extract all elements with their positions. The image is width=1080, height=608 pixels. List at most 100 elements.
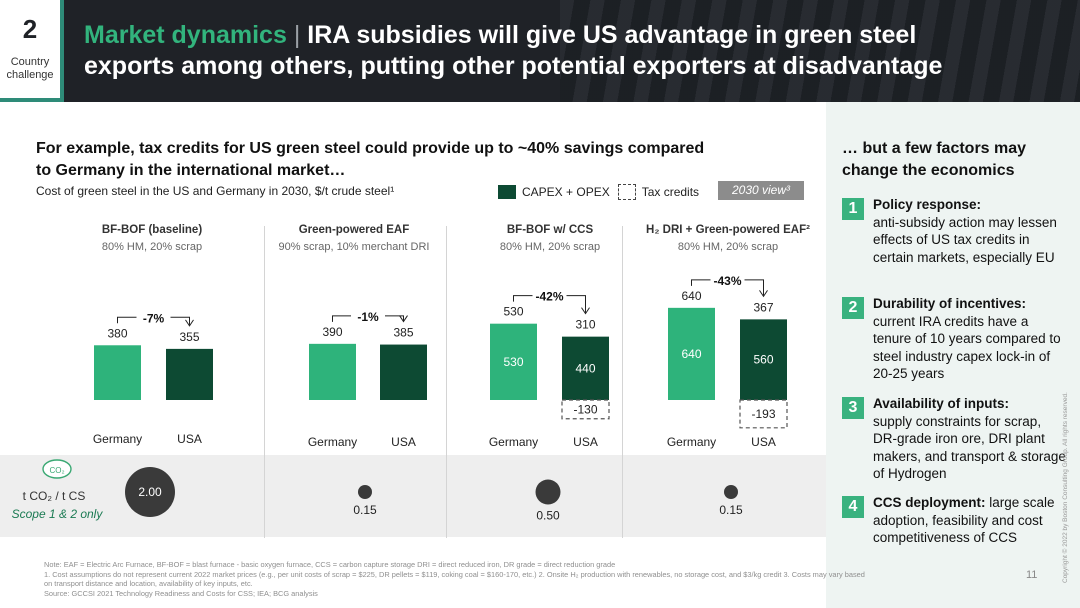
bar-germany-top-label: 390 (322, 325, 342, 339)
factor-text: Policy response: anti-subsidy action may … (873, 196, 1068, 266)
category-label-usa: USA (177, 432, 202, 446)
co2-marker-label: 0.15 (719, 503, 743, 517)
view-tag: 2030 view³ (718, 181, 804, 200)
co2-marker (535, 479, 561, 505)
factor-number: 2 (842, 297, 864, 319)
savings-arrowhead (399, 315, 408, 323)
group-subtitle: 90% scrap, 10% merchant DRI (278, 241, 429, 253)
category-label-germany: Germany (667, 435, 716, 449)
section-label: Country challenge (0, 56, 60, 82)
factor-number: 4 (842, 496, 864, 518)
chart-subtitle: Cost of green steel in the US and German… (36, 184, 395, 198)
bar-usa (562, 336, 609, 400)
group-divider (622, 226, 623, 538)
bar-usa-top-label: 385 (393, 326, 413, 340)
savings-label-bg (532, 287, 567, 304)
chart-heading-line1: For example, tax credits for US green st… (36, 140, 705, 157)
factor-text: CCS deployment: large scale adoption, fe… (873, 494, 1068, 547)
savings-label: -7% (143, 311, 165, 325)
group-title: BF-BOF (baseline) (102, 224, 202, 236)
tax-credit-box (739, 399, 788, 429)
bar-germany (490, 323, 537, 400)
co2-unit-label: t CO₂ / t CS (23, 489, 86, 503)
factor-text: Availability of inputs: supply constraint… (873, 395, 1068, 483)
bar-germany-inner-label: 640 (681, 347, 701, 361)
page-title: Market dynamics | IRA subsidies will giv… (84, 20, 1044, 82)
group-subtitle: 80% HM, 20% scrap (678, 241, 778, 253)
category-label-usa: USA (573, 435, 598, 449)
bar-germany-top-label: 640 (681, 289, 701, 303)
footnote-3: on transport distance and location, avai… (44, 579, 253, 588)
chart-heading-line2: to Germany in the international market… (36, 162, 346, 179)
factors-heading-line1: … but a few factors may (842, 140, 1027, 157)
factor-body: large scale adoption, feasibility and co… (873, 495, 1055, 545)
copyright: Copyright © 2022 by Boston Consulting Gr… (1062, 392, 1069, 583)
savings-label-bg (351, 307, 385, 324)
legend-swatch-tax (617, 184, 636, 200)
bar-germany (668, 307, 715, 400)
cost-chart: BF-BOF (baseline) 80% HM, 20% scrap 380 355… (12, 224, 810, 523)
tax-credit-label: -130 (573, 402, 597, 416)
group-divider (264, 226, 265, 538)
page-number: 11 (1026, 569, 1038, 581)
bar-usa (740, 319, 787, 400)
factor-body: supply constraints for scrap, DR-grade i… (873, 413, 1066, 482)
factors-heading-line2: change the economics (842, 162, 1015, 179)
title-accent: Market dynamics (84, 21, 287, 49)
bar-usa (166, 348, 213, 400)
group-subtitle: 80% HM, 20% scrap (102, 241, 202, 253)
legend-swatch-capex (498, 185, 516, 199)
factor-number: 3 (842, 397, 864, 419)
co2-icon-label: CO₂ (49, 466, 64, 475)
group-divider (446, 226, 447, 538)
savings-label: -43% (713, 274, 741, 288)
co2-scope-label: Scope 1 & 2 only (12, 507, 104, 521)
factors-panel (826, 102, 1080, 608)
bar-germany-inner-label: 530 (503, 355, 523, 369)
title-line1: IRA subsidies will give US advantage in … (307, 21, 917, 49)
footnotes: Note: EAF = Electric Arc Furnace, BF-BOF… (44, 560, 1024, 598)
bar-usa-top-label: 310 (575, 318, 595, 332)
savings-label: -1% (357, 310, 379, 324)
footnote-2: 1. Cost assumptions do not represent cur… (44, 569, 865, 579)
category-label-germany: Germany (93, 432, 142, 446)
category-label-usa: USA (391, 435, 416, 449)
co2-marker (358, 485, 372, 499)
bar-germany (309, 343, 356, 400)
bar-germany-top-label: 530 (503, 305, 523, 319)
section-badge: 2 Country challenge (0, 0, 64, 102)
title-separator: | (293, 21, 301, 49)
co2-cloud-icon (42, 459, 72, 479)
group-title: H₂ DRI + Green-powered EAF² (646, 224, 810, 236)
footnote-source: Source: GCCSI 2021 Technology Readiness … (44, 588, 318, 598)
tax-credit-label: -193 (751, 407, 775, 421)
factor-title: Durability of incentives: (873, 296, 1027, 311)
factor-title: Policy response: (873, 197, 982, 212)
legend-label-capex: CAPEX + OPEX (522, 185, 610, 199)
bar-usa (380, 344, 427, 400)
co2-marker-label: 0.50 (536, 509, 560, 523)
bar-usa-top-label: 367 (753, 300, 773, 314)
factors-heading: … but a few factors may change the econo… (842, 138, 1072, 182)
section-label-line2: challenge (6, 69, 54, 81)
factor-title: Availability of inputs: (873, 396, 1010, 411)
title-line2: exports among others, putting other pote… (84, 52, 943, 80)
group-title: BF-BOF w/ CCS (507, 224, 594, 236)
savings-arrowhead (185, 319, 194, 327)
bar-usa-inner-label: 440 (575, 361, 595, 375)
tax-credit-box (561, 399, 610, 420)
section-label-line1: Country (10, 56, 50, 68)
savings-label-bg (710, 271, 745, 288)
co2-marker (125, 467, 175, 517)
category-label-usa: USA (751, 435, 776, 449)
factor-body: current IRA credits have a tenure of 10 … (873, 313, 1061, 382)
chart-legend: CAPEX + OPEX Tax credits (498, 183, 699, 201)
bar-germany-top-label: 380 (107, 326, 127, 340)
header-background-pattern (560, 0, 1080, 102)
factor-title: CCS deployment: (873, 495, 986, 510)
chart-heading: For example, tax credits for US green st… (36, 138, 796, 182)
group-subtitle: 80% HM, 20% scrap (500, 241, 600, 253)
bar-germany (94, 345, 141, 400)
category-label-germany: Germany (489, 435, 538, 449)
section-number: 2 (22, 14, 38, 44)
